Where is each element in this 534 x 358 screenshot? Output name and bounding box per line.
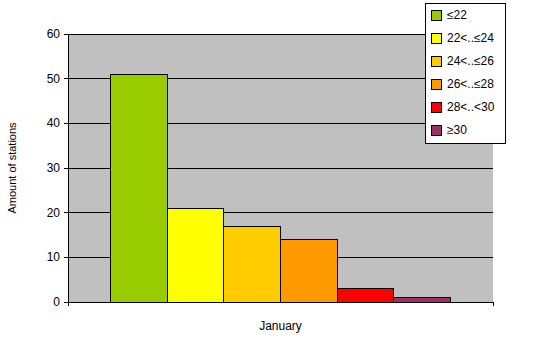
chart-container: 0 10 20 30 40 50 60 January Amount of stations ≤2… [0, 0, 534, 358]
legend-swatch [431, 79, 441, 89]
y-tick-label: 30 [47, 161, 61, 175]
y-axis-label: Amount of stations [6, 122, 18, 214]
y-axis [68, 34, 69, 302]
legend-label: 24<..≤26 [447, 54, 494, 68]
bar [167, 208, 224, 302]
y-tick-label: 40 [47, 116, 61, 130]
legend-swatch [431, 33, 441, 43]
y-tick [64, 168, 68, 169]
bar [111, 74, 168, 302]
y-tick [64, 212, 68, 213]
bar [281, 239, 338, 302]
legend-label: ≤22 [447, 8, 467, 22]
legend-label: 26<..≤28 [447, 77, 494, 91]
legend-swatch [431, 125, 441, 135]
legend-label: 28<..<30 [447, 100, 495, 114]
legend-swatch [431, 56, 441, 66]
bar [394, 298, 451, 302]
bars [111, 74, 451, 302]
y-tick-label: 0 [53, 295, 60, 309]
y-tick [64, 34, 68, 35]
x-tick [68, 302, 69, 306]
y-tick [64, 257, 68, 258]
legend-swatch [431, 10, 441, 20]
legend-label: 22<..≤24 [447, 31, 494, 45]
y-tick-label: 20 [47, 206, 61, 220]
x-axis [68, 302, 493, 303]
y-tick-label: 60 [47, 27, 61, 41]
x-tick [493, 302, 494, 306]
y-tick-label: 10 [47, 250, 61, 264]
chart-svg: 0 10 20 30 40 50 60 January Amount of stations ≤2… [0, 0, 534, 358]
y-tick-label: 50 [47, 72, 61, 86]
bar [224, 226, 281, 302]
x-tick-label: January [259, 319, 302, 333]
y-tick [64, 302, 68, 303]
y-tick [64, 78, 68, 79]
legend-swatch [431, 102, 441, 112]
legend [425, 3, 505, 143]
y-tick [64, 123, 68, 124]
legend-label: ≥30 [447, 123, 467, 137]
grid-line [68, 302, 493, 303]
bar [337, 289, 394, 302]
